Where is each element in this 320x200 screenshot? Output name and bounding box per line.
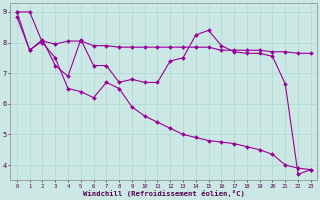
X-axis label: Windchill (Refroidissement éolien,°C): Windchill (Refroidissement éolien,°C)	[83, 190, 245, 197]
